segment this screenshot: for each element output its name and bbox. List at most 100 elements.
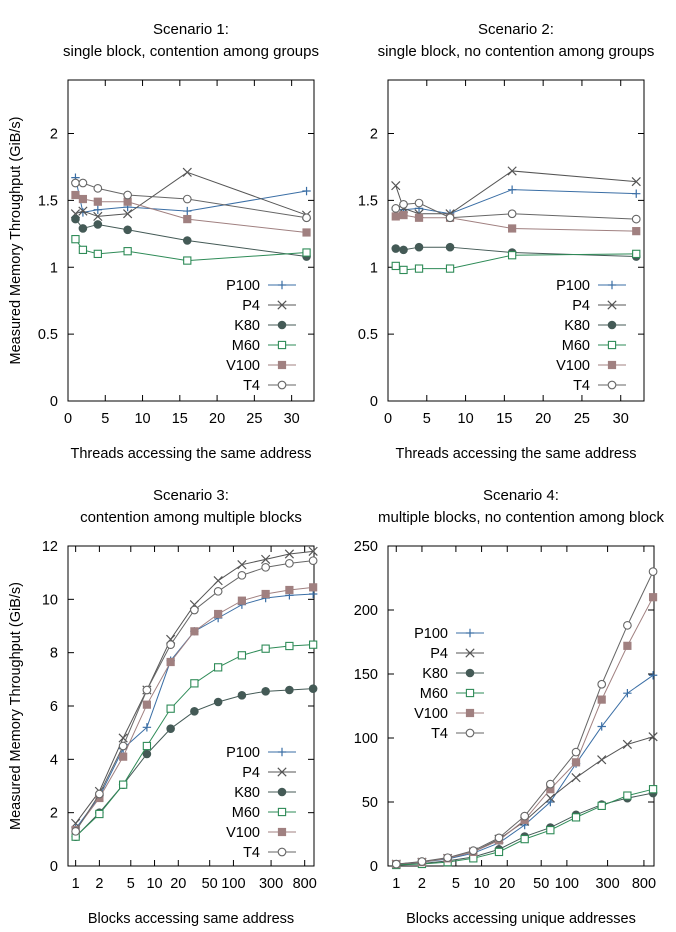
x-tick-label: 0 <box>64 411 72 427</box>
plot-frame <box>67 545 315 867</box>
x-tick-label: 300 <box>259 876 283 892</box>
data-point <box>142 741 152 751</box>
series-line <box>75 218 307 258</box>
data-point <box>118 741 128 751</box>
data-point <box>118 780 128 789</box>
legend-label-m60: M60 <box>232 338 260 354</box>
legend-label-p100: P100 <box>226 278 260 294</box>
series-p100 <box>71 173 311 217</box>
x-tick-label: 10 <box>474 876 490 892</box>
data-point <box>622 739 633 750</box>
legend-label-v100: V100 <box>414 706 448 722</box>
data-point <box>213 697 223 707</box>
x-tick-label: 15 <box>496 411 512 427</box>
y-tick-label: 4 <box>50 752 58 768</box>
legend-label-t4: T4 <box>573 378 590 394</box>
legend-marker-t4 <box>277 847 287 857</box>
data-point <box>571 773 581 783</box>
x-tick-label: 5 <box>101 411 109 427</box>
data-point <box>142 749 152 759</box>
data-point <box>190 679 199 688</box>
legend-marker-t4 <box>607 380 617 390</box>
x-axis-label: Blocks accessing same address <box>88 911 294 927</box>
data-point <box>95 789 104 799</box>
data-point <box>414 242 424 252</box>
legend-label-p100: P100 <box>414 626 448 642</box>
chart-title-line: Scenario 1: <box>153 21 229 38</box>
data-point <box>494 833 504 843</box>
x-axis-label: Threads accessing the same address <box>396 446 637 462</box>
data-point <box>71 178 80 188</box>
data-point <box>213 663 223 672</box>
data-point <box>285 558 294 568</box>
legend-marker-t4 <box>277 380 287 390</box>
data-point <box>648 567 658 576</box>
legend-label-k80: K80 <box>234 785 260 801</box>
data-point <box>308 684 318 693</box>
data-point <box>285 641 294 651</box>
data-point <box>284 549 295 559</box>
legend-marker-p100 <box>277 280 287 290</box>
x-tick-label: 20 <box>209 411 225 427</box>
chart-title-line: contention among multiple blocks <box>80 509 302 526</box>
data-point <box>78 206 88 216</box>
x-axis-label: Threads accessing the same address <box>71 446 312 462</box>
y-tick-label: 0 <box>50 859 58 875</box>
y-tick-label: 2 <box>50 806 58 822</box>
data-point <box>445 213 455 223</box>
x-tick-label: 25 <box>246 411 262 427</box>
legend-marker-m60 <box>277 340 287 350</box>
x-tick-label: 25 <box>574 411 590 427</box>
data-point <box>182 194 192 204</box>
data-point <box>632 227 641 236</box>
series-t4 <box>71 178 311 223</box>
y-tick-label: 0.5 <box>38 327 58 343</box>
series-line <box>395 189 637 215</box>
y-tick-label: 12 <box>42 539 58 555</box>
legend-marker-p100 <box>277 747 287 757</box>
series-line <box>75 171 307 217</box>
x-tick-label: 5 <box>452 876 460 892</box>
data-point <box>597 695 606 704</box>
data-point <box>632 249 641 259</box>
data-point <box>571 747 581 757</box>
legend-label-t4: T4 <box>431 726 448 742</box>
x-tick-label: 20 <box>499 876 515 892</box>
data-point <box>118 733 128 743</box>
y-tick-label: 6 <box>50 699 58 715</box>
legend-marker-m60 <box>277 807 287 817</box>
data-point <box>597 801 606 810</box>
data-point <box>623 791 632 800</box>
data-point <box>648 732 658 742</box>
plot-frame <box>387 79 645 402</box>
x-tick-label: 1 <box>392 876 400 892</box>
y-tick-label: 50 <box>362 795 378 811</box>
data-point <box>520 811 530 821</box>
legend-label-k80: K80 <box>564 318 590 334</box>
y-tick-label: 1.5 <box>358 193 378 209</box>
y-tick-label: 1.5 <box>38 193 58 209</box>
data-point <box>123 247 132 256</box>
legend-marker-v100 <box>277 360 287 370</box>
data-point <box>190 707 199 716</box>
data-point <box>508 224 517 233</box>
legend-label-k80: K80 <box>422 666 448 682</box>
x-tick-label: 50 <box>202 876 218 892</box>
plot-frame <box>67 79 315 402</box>
data-point <box>166 724 175 733</box>
series-m60 <box>71 235 311 265</box>
legend-label-t4: T4 <box>243 378 260 394</box>
x-tick-label: 20 <box>170 876 186 892</box>
data-point <box>494 847 504 857</box>
y-tick-label: 2 <box>370 127 378 143</box>
chart-scenario-2: Scenario 2: single block, no contention a… <box>358 21 655 462</box>
legend-label-t4: T4 <box>243 845 260 861</box>
data-point <box>571 813 581 822</box>
data-point <box>414 264 424 273</box>
series-k80 <box>71 684 318 841</box>
chart-title-line: Scenario 4: <box>483 487 559 504</box>
data-point <box>302 228 311 237</box>
data-point <box>648 785 658 794</box>
legend-label-m60: M60 <box>562 338 590 354</box>
data-point <box>391 181 401 191</box>
